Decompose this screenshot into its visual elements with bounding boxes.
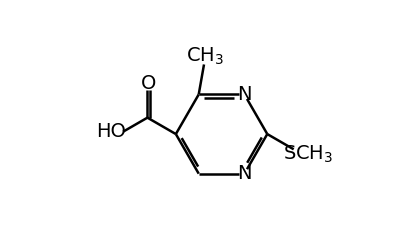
- Text: CH$_3$: CH$_3$: [186, 46, 224, 67]
- Text: HO: HO: [96, 122, 126, 141]
- Text: N: N: [237, 164, 251, 183]
- Text: N: N: [237, 85, 251, 104]
- Text: SCH$_3$: SCH$_3$: [283, 143, 333, 165]
- Text: O: O: [141, 74, 156, 93]
